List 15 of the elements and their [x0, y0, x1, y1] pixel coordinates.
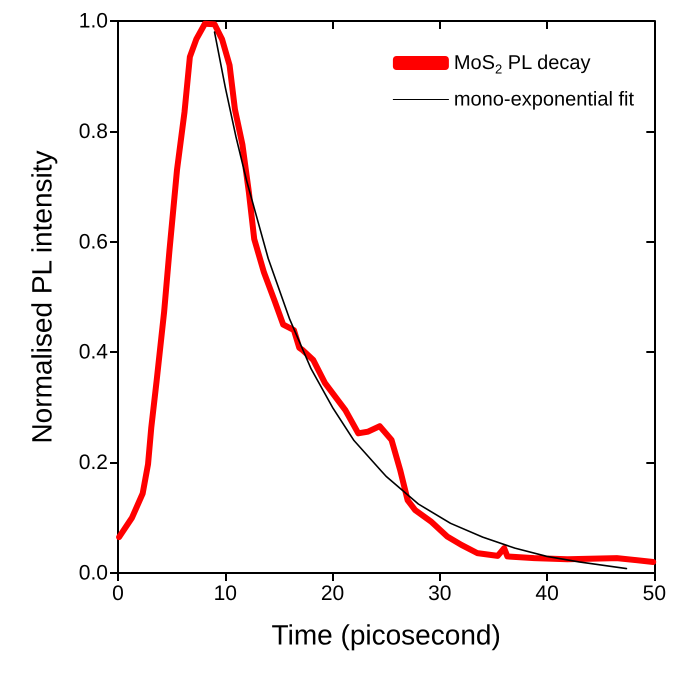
x-tick-label: 30 — [428, 582, 452, 605]
y-tick-label: 0.2 — [78, 451, 108, 474]
x-axis-title: Time (picosecond) — [272, 620, 501, 650]
x-tick-label: 10 — [214, 582, 237, 605]
y-tick-label: 1.0 — [78, 10, 108, 32]
x-tick-label: 20 — [320, 582, 344, 605]
y-tick-label: 0.0 — [78, 562, 108, 584]
y-axis-title: Normalised PL intensity — [26, 150, 58, 444]
x-tick-label: 40 — [535, 582, 559, 605]
y-tick-label: 0.4 — [78, 340, 108, 364]
y-tick-label: 0.8 — [78, 120, 108, 143]
y-tick-label: 0.6 — [78, 230, 108, 254]
x-tick-label: 50 — [642, 582, 666, 605]
x-tick-label: 0 — [112, 582, 124, 605]
legend-label: mono-exponential fit — [454, 88, 634, 110]
